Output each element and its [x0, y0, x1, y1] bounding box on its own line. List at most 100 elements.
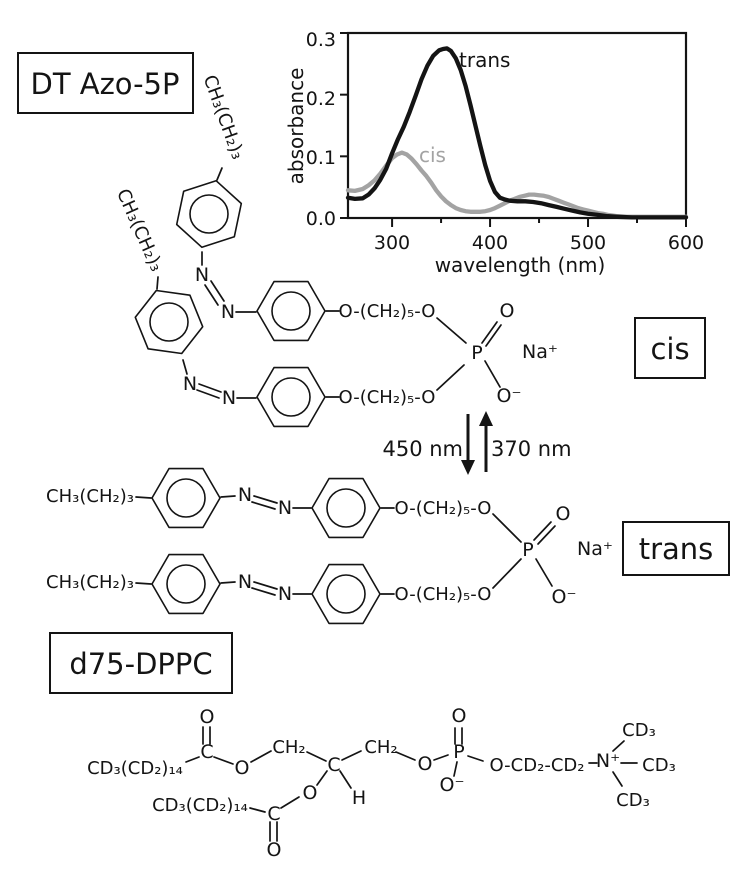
butyl-label: CH₃(CH₂)₃: [199, 72, 249, 162]
chart-curves: [345, 46, 689, 220]
chart-frame: [346, 31, 688, 220]
x-axis-label: wavelength (nm): [435, 253, 606, 277]
bond: [210, 280, 225, 302]
benzene-ring-hexagon: [151, 467, 221, 529]
y-tick-label: 0.2: [306, 88, 336, 110]
bond: [196, 389, 220, 399]
trans-box-rect: [622, 521, 730, 576]
x-tick-label: 500: [570, 232, 606, 254]
bond: [253, 495, 278, 504]
cd3-label: CD₃: [622, 720, 656, 741]
bond: [182, 359, 188, 375]
bond: [306, 751, 327, 762]
butyl-label: CH₃(CH₂)₃: [46, 572, 134, 593]
oxygen-label: O: [500, 300, 515, 322]
oxygen-label: O: [556, 503, 571, 525]
bond: [481, 321, 498, 344]
phosphorus-label: P: [453, 741, 464, 763]
down-arrowhead-icon: [461, 460, 475, 475]
bond: [185, 756, 200, 763]
benzene-ring-hexagon: [311, 563, 381, 625]
linker-label: O-(CH₂)₅-O: [395, 584, 492, 605]
bond: [467, 755, 484, 762]
x-tick-label: 400: [472, 232, 508, 254]
benzene-ring: [175, 179, 243, 249]
oxygen-minus-label: O⁻: [497, 385, 522, 407]
bond: [612, 740, 625, 752]
title-box-d75-dppc: d75-DPPC: [49, 632, 233, 694]
benzene-ring-circle: [326, 574, 366, 614]
azo-n-label: N: [222, 387, 236, 409]
oxygen-minus-label: O⁻: [552, 586, 577, 608]
benzene-ring: [256, 280, 326, 342]
acyl-chain-label: CD₃(CD₂)₁₄: [87, 758, 183, 779]
linker-label: O-(CH₂)₅-O: [339, 301, 436, 322]
bond: [249, 807, 266, 813]
butyl-label: CH₃(CH₂)₃: [112, 186, 167, 275]
phosphorus-label: P: [522, 539, 533, 561]
bond: [612, 771, 623, 787]
benzene-ring-circle: [149, 302, 189, 342]
bond: [204, 284, 219, 306]
bond: [492, 513, 522, 543]
trans-box: trans: [622, 521, 730, 576]
bond: [280, 796, 300, 809]
phosphorus-label: P: [471, 342, 482, 364]
oxygen-label: O: [452, 705, 467, 727]
benzene-ring-hexagon: [256, 366, 326, 428]
title-box-rect: [17, 52, 194, 114]
y-tick-label: 0.3: [306, 29, 336, 51]
bond: [436, 317, 467, 344]
benzene-ring-hexagon: [311, 477, 381, 539]
x-tick-label: 600: [668, 232, 704, 254]
wavelength-370-label: 370 nm: [491, 437, 572, 461]
bond: [316, 770, 328, 786]
cis-curve-label: cis: [419, 143, 446, 167]
benzene-ring: [311, 477, 381, 539]
bond: [135, 496, 152, 499]
ch2-label: CH₂: [364, 737, 397, 758]
benzene-ring: [311, 563, 381, 625]
benzene-ring-hexagon: [256, 280, 326, 342]
oxygen-minus-label: O⁻: [440, 774, 465, 796]
acyl-chain-label: CD₃(CD₂)₁₄: [152, 795, 248, 816]
sodium-label: Na⁺: [577, 538, 613, 560]
x-tick-label: 300: [374, 232, 410, 254]
bond: [453, 761, 458, 777]
oxygen-label: O: [303, 782, 318, 804]
azo-n-label: N: [278, 583, 292, 605]
cis-box: cis: [634, 317, 706, 379]
bond: [251, 587, 276, 596]
bond: [220, 581, 236, 584]
carbon-label: C: [267, 803, 280, 825]
phosphocholine-linker-label: O-CD₂-CD₂: [490, 755, 585, 776]
bond: [484, 360, 501, 388]
title-dt-azo-5p: DT Azo-5P: [30, 67, 179, 101]
photoswitch-arrows: 450 nm 370 nm: [382, 411, 572, 475]
bond: [220, 495, 236, 498]
benzene-ring-circle: [271, 291, 311, 331]
trans-box-label: trans: [639, 532, 714, 566]
bond: [395, 751, 416, 761]
bond: [253, 581, 278, 590]
benzene-ring: [151, 467, 221, 529]
benzene-ring-circle: [166, 564, 206, 604]
benzene-ring-hexagon: [134, 289, 204, 355]
azo-n-label: N: [221, 301, 235, 323]
benzene-ring: [151, 553, 221, 615]
benzene-ring-circle: [271, 377, 311, 417]
bond: [213, 756, 234, 765]
trans-curve: [345, 46, 689, 220]
cis-box-rect: [634, 317, 706, 379]
bond: [198, 383, 222, 393]
oxygen-label: O: [235, 757, 250, 779]
y-axis-label: absorbance: [284, 68, 308, 185]
nitrogen-plus-label: N⁺: [596, 750, 620, 772]
bond: [537, 525, 556, 545]
azo-n-label: N: [195, 264, 209, 286]
y-tick-label: 0.1: [306, 147, 336, 169]
bond: [535, 558, 553, 587]
benzene-ring-hexagon: [151, 553, 221, 615]
